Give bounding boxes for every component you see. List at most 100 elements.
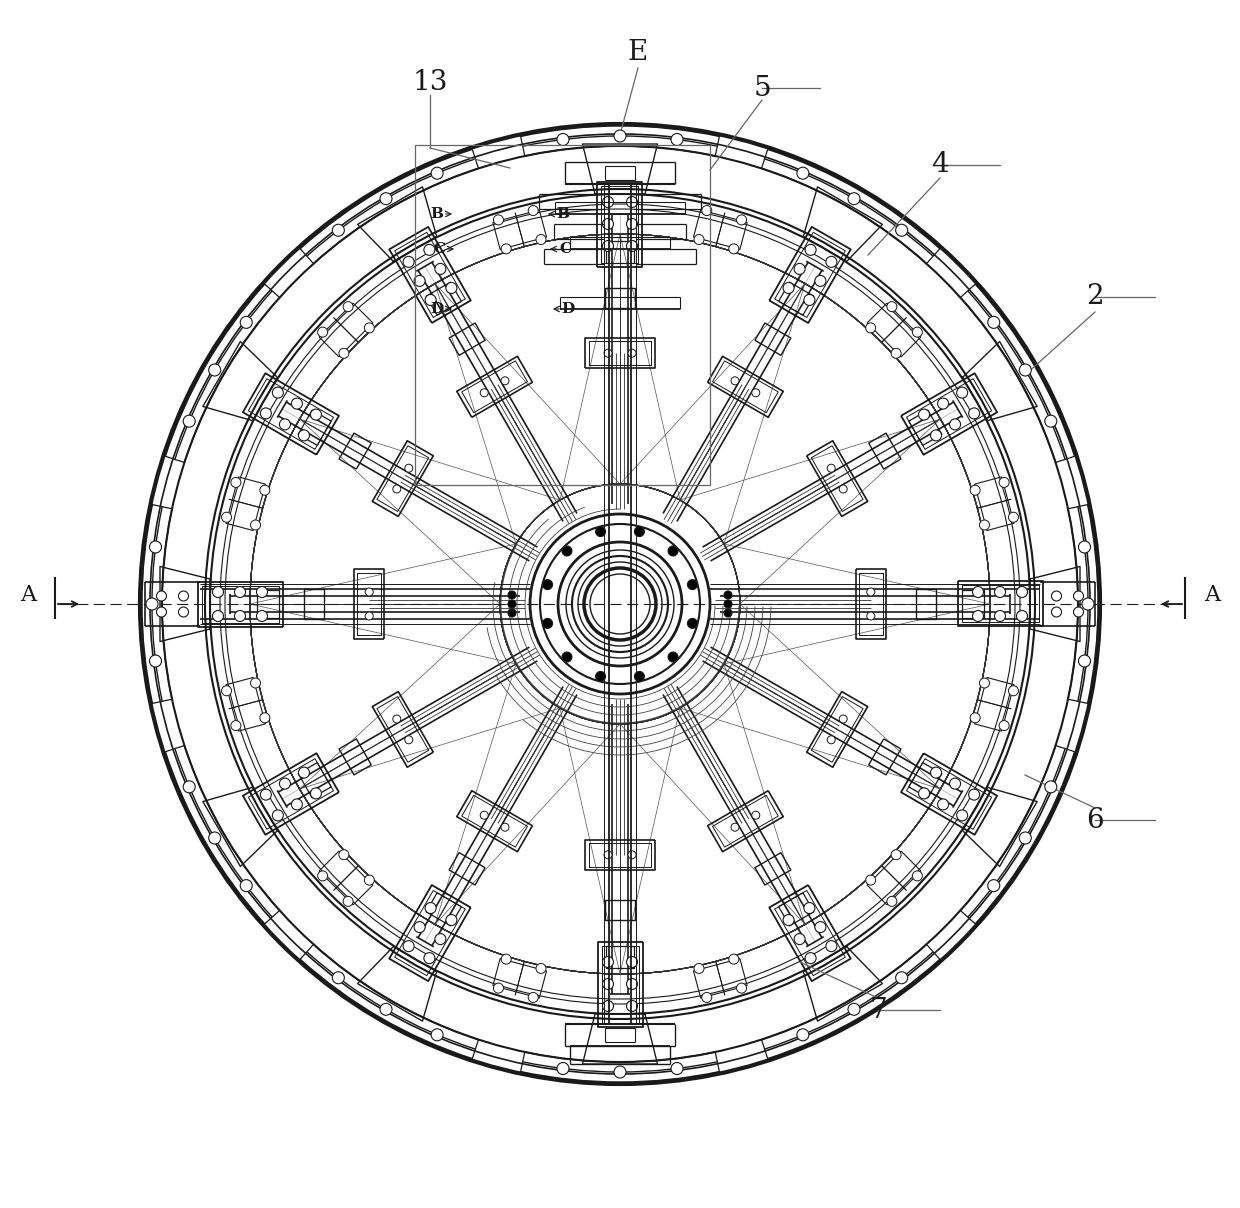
Circle shape [848, 193, 861, 204]
Circle shape [543, 618, 553, 628]
Circle shape [815, 275, 826, 286]
Circle shape [536, 964, 546, 974]
Circle shape [179, 606, 188, 617]
Circle shape [365, 323, 374, 333]
Circle shape [988, 879, 999, 892]
Circle shape [1052, 591, 1061, 602]
Circle shape [999, 477, 1009, 488]
Circle shape [919, 410, 930, 420]
Circle shape [866, 323, 875, 333]
Circle shape [403, 941, 414, 952]
Circle shape [241, 316, 252, 329]
Circle shape [310, 788, 321, 798]
Circle shape [257, 610, 268, 621]
Circle shape [260, 713, 270, 722]
Circle shape [279, 419, 290, 430]
Circle shape [508, 591, 516, 599]
Circle shape [250, 678, 260, 689]
Circle shape [317, 871, 327, 881]
Circle shape [999, 720, 1009, 731]
Circle shape [1074, 606, 1084, 617]
Circle shape [231, 477, 241, 488]
Circle shape [724, 609, 732, 617]
Circle shape [668, 546, 678, 556]
Circle shape [797, 167, 808, 179]
Circle shape [784, 914, 794, 925]
Text: 7: 7 [869, 997, 887, 1023]
Circle shape [480, 389, 489, 396]
Circle shape [343, 302, 353, 312]
Circle shape [150, 655, 161, 667]
Circle shape [1008, 512, 1018, 522]
Circle shape [393, 715, 401, 724]
Circle shape [379, 193, 392, 204]
Circle shape [1045, 780, 1056, 792]
Text: C: C [433, 242, 445, 256]
Circle shape [694, 964, 704, 974]
Circle shape [257, 587, 268, 598]
Circle shape [208, 364, 221, 376]
Circle shape [562, 652, 572, 662]
Circle shape [501, 954, 511, 964]
Circle shape [501, 823, 508, 831]
Circle shape [827, 464, 836, 472]
Circle shape [446, 283, 456, 294]
Circle shape [804, 295, 815, 306]
Circle shape [208, 832, 221, 844]
Circle shape [994, 587, 1006, 598]
Circle shape [604, 349, 613, 358]
Circle shape [299, 430, 310, 441]
Circle shape [365, 875, 374, 885]
Circle shape [339, 348, 348, 359]
Circle shape [379, 1004, 392, 1015]
Circle shape [671, 134, 683, 145]
Circle shape [968, 789, 980, 800]
Circle shape [1019, 832, 1032, 844]
Circle shape [184, 780, 195, 792]
Circle shape [432, 167, 443, 179]
Circle shape [626, 219, 637, 230]
Circle shape [494, 983, 503, 993]
Circle shape [635, 672, 645, 681]
Text: 2: 2 [1086, 284, 1104, 310]
Circle shape [595, 527, 605, 536]
Circle shape [156, 591, 166, 602]
Circle shape [614, 1065, 626, 1078]
Circle shape [797, 1029, 808, 1041]
Circle shape [146, 598, 157, 610]
Circle shape [222, 686, 232, 696]
Text: D: D [430, 302, 444, 316]
Text: 6: 6 [1086, 807, 1104, 834]
Circle shape [435, 263, 446, 274]
Circle shape [557, 134, 569, 145]
Circle shape [231, 720, 241, 731]
Bar [415, 145, 711, 484]
Circle shape [317, 327, 327, 337]
Circle shape [913, 327, 923, 337]
Circle shape [626, 978, 637, 989]
Circle shape [528, 205, 538, 215]
Circle shape [414, 275, 425, 286]
Circle shape [866, 875, 875, 885]
Circle shape [805, 244, 816, 255]
Circle shape [494, 215, 503, 225]
Circle shape [668, 652, 678, 662]
Circle shape [1017, 610, 1028, 621]
Text: 4: 4 [931, 151, 949, 179]
Circle shape [956, 387, 967, 399]
Circle shape [826, 256, 837, 267]
Circle shape [950, 419, 961, 430]
Circle shape [930, 430, 941, 441]
Circle shape [732, 377, 739, 385]
Circle shape [222, 512, 232, 522]
Circle shape [250, 519, 260, 530]
Circle shape [988, 316, 999, 329]
Circle shape [260, 789, 272, 800]
Circle shape [937, 399, 949, 410]
Circle shape [393, 484, 401, 493]
Circle shape [603, 1000, 614, 1011]
Circle shape [972, 587, 983, 598]
Circle shape [671, 1063, 683, 1074]
Circle shape [694, 234, 704, 244]
Circle shape [732, 823, 739, 831]
